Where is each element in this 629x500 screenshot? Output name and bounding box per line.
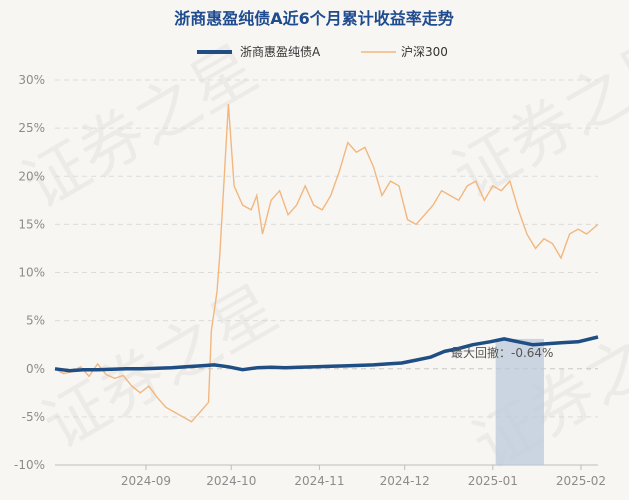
x-tick-label: 2024-10	[206, 474, 256, 488]
series-line-fund	[54, 335, 599, 373]
x-tick-label: 2024-11	[294, 474, 344, 488]
x-tick-label: 2025-02	[556, 474, 606, 488]
drawdown-shade	[495, 338, 544, 465]
drawdown-annotation: 最大回撤：-0.64%	[451, 345, 553, 360]
y-tick-label: 25%	[18, 121, 45, 135]
y-tick-label: 30%	[18, 73, 45, 87]
series-line-hs300	[54, 104, 599, 423]
legend-label-index: 沪深300	[401, 45, 448, 59]
x-tick-label: 2024-09	[121, 474, 171, 488]
x-tick-label: 2024-12	[380, 474, 430, 488]
y-tick-label: 15%	[18, 217, 45, 231]
x-axis: 2024-09 2024-10 2024-11 2024-12 2025-01 2025-…	[55, 464, 606, 488]
y-tick-label: 5%	[26, 314, 45, 328]
y-tick-label: 0%	[26, 362, 45, 376]
chart-title: 浙商惠盈纯债A近6个月累计收益率走势	[174, 9, 454, 28]
legend-label-fund: 浙商惠盈纯债A	[240, 44, 321, 59]
y-tick-label: -5%	[22, 410, 45, 424]
y-tick-label: -10%	[14, 458, 45, 472]
legend: 浙商惠盈纯债A 沪深300	[197, 44, 448, 59]
y-axis: 30% 25% 20% 15% 10% 5% 0% -5% -10%	[14, 73, 45, 472]
x-tick-label: 2025-01	[468, 474, 518, 488]
y-tick-label: 10%	[18, 266, 45, 280]
y-tick-label: 20%	[18, 169, 45, 183]
